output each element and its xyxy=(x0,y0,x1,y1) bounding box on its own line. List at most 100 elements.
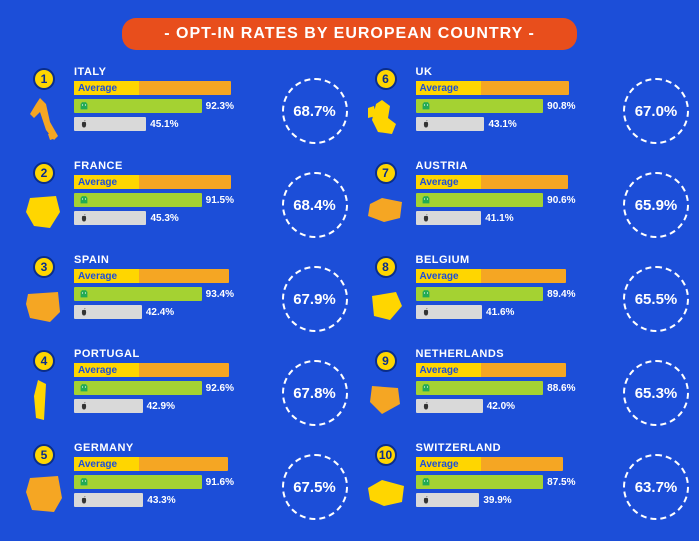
android-icon xyxy=(419,99,433,113)
country-card: 8 BELGIUM Average xyxy=(350,252,692,346)
android-bar-row: 90.8% xyxy=(416,98,618,114)
apple-bar-row: 43.1% xyxy=(416,116,618,132)
android-bar xyxy=(74,381,202,395)
country-card: 1 ITALY Average xyxy=(8,64,350,158)
android-icon xyxy=(419,475,433,489)
android-bar-row: 88.6% xyxy=(416,380,618,396)
android-icon xyxy=(77,381,91,395)
title-banner: - OPT-IN RATES BY EUROPEAN COUNTRY - xyxy=(122,18,577,50)
android-bar xyxy=(416,99,544,113)
country-name: BELGIUM xyxy=(416,254,618,266)
average-bar-row: Average xyxy=(416,268,618,284)
apple-bar-row: 39.9% xyxy=(416,492,618,508)
android-icon xyxy=(419,287,433,301)
average-label: Average xyxy=(78,177,117,188)
android-value: 91.5% xyxy=(206,195,234,206)
average-label: Average xyxy=(78,459,117,470)
android-icon xyxy=(77,287,91,301)
country-map-icon xyxy=(20,94,68,142)
android-value: 88.6% xyxy=(547,383,575,394)
overall-percentage-circle: 65.5% xyxy=(623,266,689,332)
apple-icon xyxy=(77,305,91,319)
apple-value: 42.9% xyxy=(147,401,175,412)
country-map-icon xyxy=(20,376,68,424)
average-bar-row: Average xyxy=(74,362,276,378)
rank-column: 8 xyxy=(356,254,416,330)
android-bar xyxy=(416,287,544,301)
average-bar: Average xyxy=(416,175,568,189)
country-name: ITALY xyxy=(74,66,276,78)
average-bar-row: Average xyxy=(416,80,618,96)
title-wrap: - OPT-IN RATES BY EUROPEAN COUNTRY - xyxy=(0,0,699,64)
average-bar-row: Average xyxy=(74,174,276,190)
apple-bar xyxy=(416,493,480,507)
android-bar-row: 93.4% xyxy=(74,286,276,302)
average-label: Average xyxy=(78,83,117,94)
apple-bar-row: 45.3% xyxy=(74,210,276,226)
country-card: 3 SPAIN Average xyxy=(8,252,350,346)
rank-column: 1 xyxy=(14,66,74,142)
average-label: Average xyxy=(420,459,459,470)
country-map-icon xyxy=(362,94,410,142)
android-value: 90.8% xyxy=(547,101,575,112)
overall-percentage-circle: 67.0% xyxy=(623,78,689,144)
average-label: Average xyxy=(420,271,459,282)
bars-column: AUSTRIA Average xyxy=(416,160,618,228)
android-value: 92.6% xyxy=(206,383,234,394)
average-bar: Average xyxy=(74,175,231,189)
average-bar: Average xyxy=(74,363,229,377)
bars-column: PORTUGAL Average xyxy=(74,348,276,416)
rank-column: 10 xyxy=(356,442,416,518)
average-bar: Average xyxy=(416,81,570,95)
android-bar xyxy=(416,381,544,395)
average-bar: Average xyxy=(416,457,563,471)
overall-percentage-circle: 65.9% xyxy=(623,172,689,238)
apple-icon xyxy=(77,399,91,413)
apple-bar-row: 41.6% xyxy=(416,304,618,320)
country-name: UK xyxy=(416,66,618,78)
overall-percentage-circle: 68.7% xyxy=(282,78,348,144)
overall-percentage-circle: 67.9% xyxy=(282,266,348,332)
rank-badge: 9 xyxy=(375,350,397,372)
rank-badge: 8 xyxy=(375,256,397,278)
android-icon xyxy=(419,381,433,395)
country-map-icon xyxy=(362,376,410,424)
apple-icon xyxy=(77,493,91,507)
country-name: GERMANY xyxy=(74,442,276,454)
android-value: 93.4% xyxy=(206,289,234,300)
country-map-icon xyxy=(362,188,410,236)
apple-value: 45.1% xyxy=(150,119,178,130)
average-bar-row: Average xyxy=(416,362,618,378)
android-icon xyxy=(419,193,433,207)
country-name: SPAIN xyxy=(74,254,276,266)
country-grid: 1 ITALY Average xyxy=(0,64,699,534)
average-bar: Average xyxy=(74,457,228,471)
android-bar-row: 91.6% xyxy=(74,474,276,490)
apple-bar xyxy=(74,211,146,225)
apple-icon xyxy=(419,211,433,225)
rank-badge: 2 xyxy=(33,162,55,184)
apple-bar xyxy=(74,305,142,319)
android-bar-row: 87.5% xyxy=(416,474,618,490)
rank-badge: 10 xyxy=(375,444,397,466)
overall-percentage-circle: 67.5% xyxy=(282,454,348,520)
bars-column: SWITZERLAND Average xyxy=(416,442,618,510)
apple-bar xyxy=(416,211,482,225)
android-bar-row: 91.5% xyxy=(74,192,276,208)
country-card: 9 NETHERLANDS Average xyxy=(350,346,692,440)
country-name: FRANCE xyxy=(74,160,276,172)
rank-column: 3 xyxy=(14,254,74,330)
android-icon xyxy=(77,475,91,489)
average-label: Average xyxy=(420,365,459,376)
rank-badge: 5 xyxy=(33,444,55,466)
average-bar-row: Average xyxy=(74,80,276,96)
apple-value: 43.3% xyxy=(147,495,175,506)
bars-column: SPAIN Average 9 xyxy=(74,254,276,322)
country-map-icon xyxy=(20,282,68,330)
android-icon xyxy=(77,193,91,207)
android-bar-row: 90.6% xyxy=(416,192,618,208)
country-card: 6 UK Average xyxy=(350,64,692,158)
android-bar xyxy=(74,99,202,113)
android-bar xyxy=(416,475,544,489)
country-card: 7 AUSTRIA Average xyxy=(350,158,692,252)
